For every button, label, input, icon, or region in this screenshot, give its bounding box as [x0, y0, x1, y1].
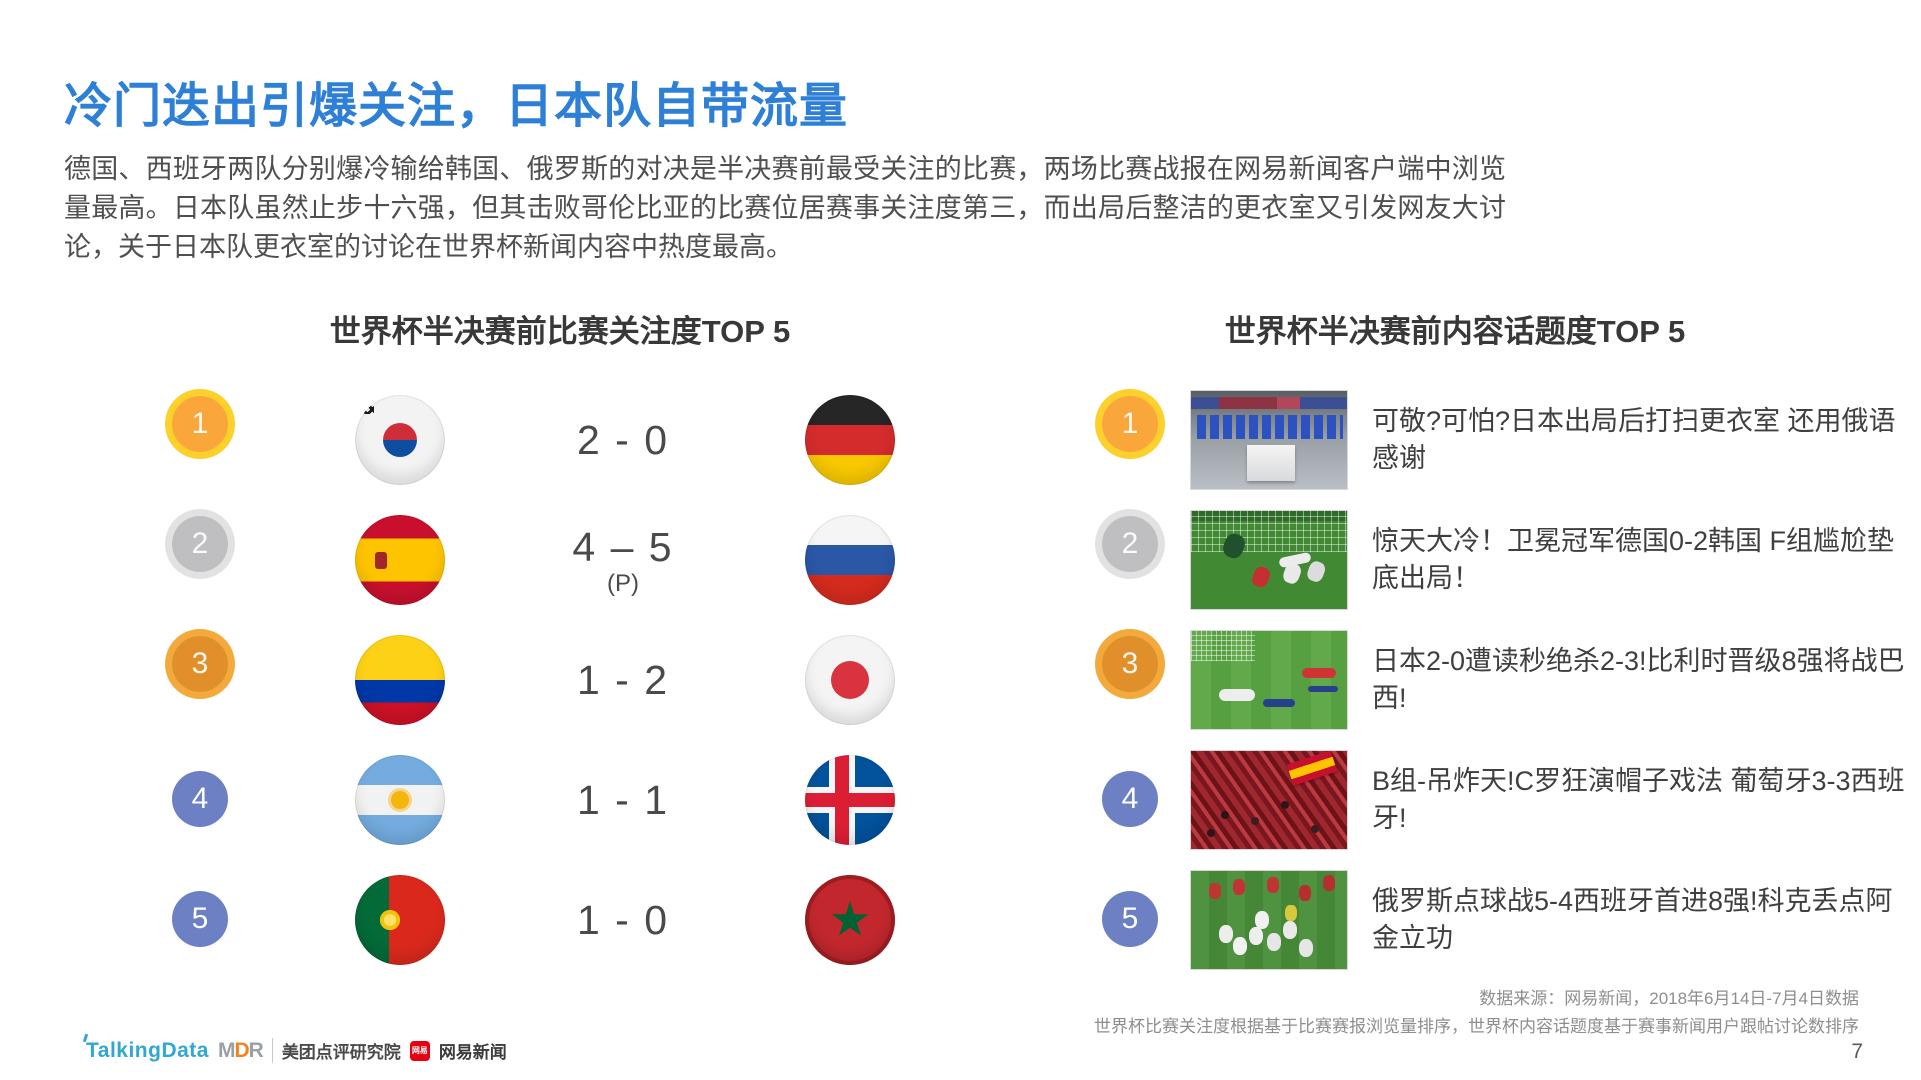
- talkingdata-logo: TalkingData: [82, 1033, 209, 1063]
- thumbnail-japan-locker-room: [1190, 390, 1348, 490]
- flag-argentina: [355, 755, 445, 845]
- thumbnail-japan-belgium-match: [1190, 630, 1348, 730]
- meituan-dianping-institute-logo: 美团点评研究院: [271, 1038, 401, 1063]
- topic-headline: 可敬?可怕?日本出局后打扫更衣室 还用俄语感谢: [1372, 406, 1896, 473]
- mdr-letter-r: R: [248, 1038, 264, 1062]
- match-rank-3-medal: 3: [172, 636, 228, 692]
- data-source-line-1: 数据来源：网易新闻，2018年6月14日-7月4日数据: [1479, 989, 1859, 1008]
- match-rank-4-badge: 4: [172, 771, 228, 827]
- match-score-4: 1 - 1: [520, 740, 726, 860]
- rank-number: 3: [1121, 647, 1139, 680]
- intro-paragraph: 德国、西班牙两队分别爆冷输给韩国、俄罗斯的对决是半决赛前最受关注的比赛，两场比赛…: [64, 154, 1506, 262]
- rank-number: 4: [191, 782, 209, 815]
- topic-row-4: 4 B组-吊炸天!C罗狂演帽子戏法 葡萄牙3-3西班牙!: [0, 740, 1921, 860]
- match-row-1: 1 2 - 0: [0, 380, 1921, 500]
- mdr-letter-m: M: [217, 1038, 235, 1062]
- netease-news-logo: 网易新闻: [438, 1043, 507, 1062]
- flag-colombia: [355, 635, 445, 725]
- topic-headline: 惊天大冷！卫冕冠军德国0-2韩国 F组尴尬垫底出局！: [1372, 526, 1895, 593]
- talkingdata-tick-mark: [82, 1033, 89, 1042]
- rank-number: 4: [1121, 782, 1139, 815]
- topic-rank-4-badge: 4: [1102, 771, 1158, 827]
- footer-logos: TalkingData MDR 美团点评研究院 网易 网易新闻: [82, 1033, 507, 1063]
- thumbnail-germany-korea-match: [1190, 510, 1348, 610]
- topic-rank-3-medal: 3: [1102, 636, 1158, 692]
- thumbnail-spain-fans: [1190, 750, 1348, 850]
- page-number: 7: [1851, 1040, 1863, 1063]
- topic-rank-2-medal: 2: [1102, 516, 1158, 572]
- match-row-2: 2 4 – 5 (P): [0, 500, 1921, 620]
- match-score-1: 2 - 0: [520, 380, 726, 500]
- thumbnail-russia-spain-penalties: [1190, 870, 1348, 970]
- flag-russia: [805, 515, 895, 605]
- match-row-3: 3 1 - 2: [0, 620, 1921, 740]
- flag-morocco: [805, 875, 895, 965]
- rank-number: 1: [1121, 407, 1139, 440]
- match-rank-5-badge: 5: [172, 891, 228, 947]
- rank-number: 3: [191, 647, 209, 680]
- rank-number: 2: [191, 527, 209, 560]
- topic-rank-1-medal: 1: [1102, 396, 1158, 452]
- score-text: 4 – 5: [572, 523, 674, 570]
- topic-headline: 俄罗斯点球战5-4西班牙首进8强!科克丢点阿金立功: [1372, 886, 1893, 953]
- match-row-5: 5 1 - 0: [0, 860, 1921, 980]
- topic-row-1: 1 可敬?可怕?日本出局后打扫更衣室 还用俄语感谢: [0, 380, 1921, 500]
- flag-japan: [805, 635, 895, 725]
- flag-south-korea: [355, 395, 445, 485]
- rank-number: 1: [191, 407, 209, 440]
- match-score-3: 1 - 2: [520, 620, 726, 740]
- match-rank-2-medal: 2: [172, 516, 228, 572]
- flag-portugal: [355, 875, 445, 965]
- flag-iceland: [805, 755, 895, 845]
- match-rank-1-medal: 1: [172, 396, 228, 452]
- topic-headline: B组-吊炸天!C罗狂演帽子戏法 葡萄牙3-3西班牙!: [1372, 766, 1905, 833]
- topic-row-2: 2 惊天大冷！卫冕冠军德国0-2韩国 F组尴尬垫底出局！: [0, 500, 1921, 620]
- score-text: 2 - 0: [576, 416, 670, 463]
- topic-row-5: 5 俄罗斯点球战5-4西班牙首进8强!科克丢点阿金立功: [0, 860, 1921, 980]
- mdr-letter-d: D: [234, 1038, 249, 1062]
- mdr-logo: MDR: [217, 1038, 264, 1063]
- match-ranking-header: 世界杯半决赛前比赛关注度TOP 5: [329, 314, 791, 349]
- topic-ranking-header: 世界杯半决赛前内容话题度TOP 5: [1224, 314, 1686, 349]
- flag-spain: [355, 515, 445, 605]
- rank-number: 2: [1121, 527, 1139, 560]
- score-note: (P): [607, 569, 639, 597]
- score-text: 1 - 1: [576, 776, 670, 823]
- score-text: 1 - 2: [576, 656, 670, 703]
- flag-germany: [805, 395, 895, 485]
- match-row-4: 4 1 - 1: [0, 740, 1921, 860]
- netease-logo-icon: 网易: [409, 1040, 430, 1061]
- topic-rank-5-badge: 5: [1102, 891, 1158, 947]
- match-score-5: 1 - 0: [520, 860, 726, 980]
- match-score-2: 4 – 5 (P): [520, 500, 726, 620]
- data-source-line-2: 世界杯比赛关注度根据基于比赛赛报浏览量排序，世界杯内容话题度基于赛事新闻用户跟帖…: [1094, 1017, 1859, 1036]
- rank-number: 5: [191, 902, 209, 935]
- topic-row-3: 3 日本2-0遭读秒绝杀2-3!比利时晋级8强将战巴西!: [0, 620, 1921, 740]
- topic-headline: 日本2-0遭读秒绝杀2-3!比利时晋级8强将战巴西!: [1372, 646, 1905, 713]
- page-title: 冷门迭出引爆关注，日本队自带流量: [64, 80, 849, 133]
- rank-number: 5: [1121, 902, 1139, 935]
- score-text: 1 - 0: [576, 896, 670, 943]
